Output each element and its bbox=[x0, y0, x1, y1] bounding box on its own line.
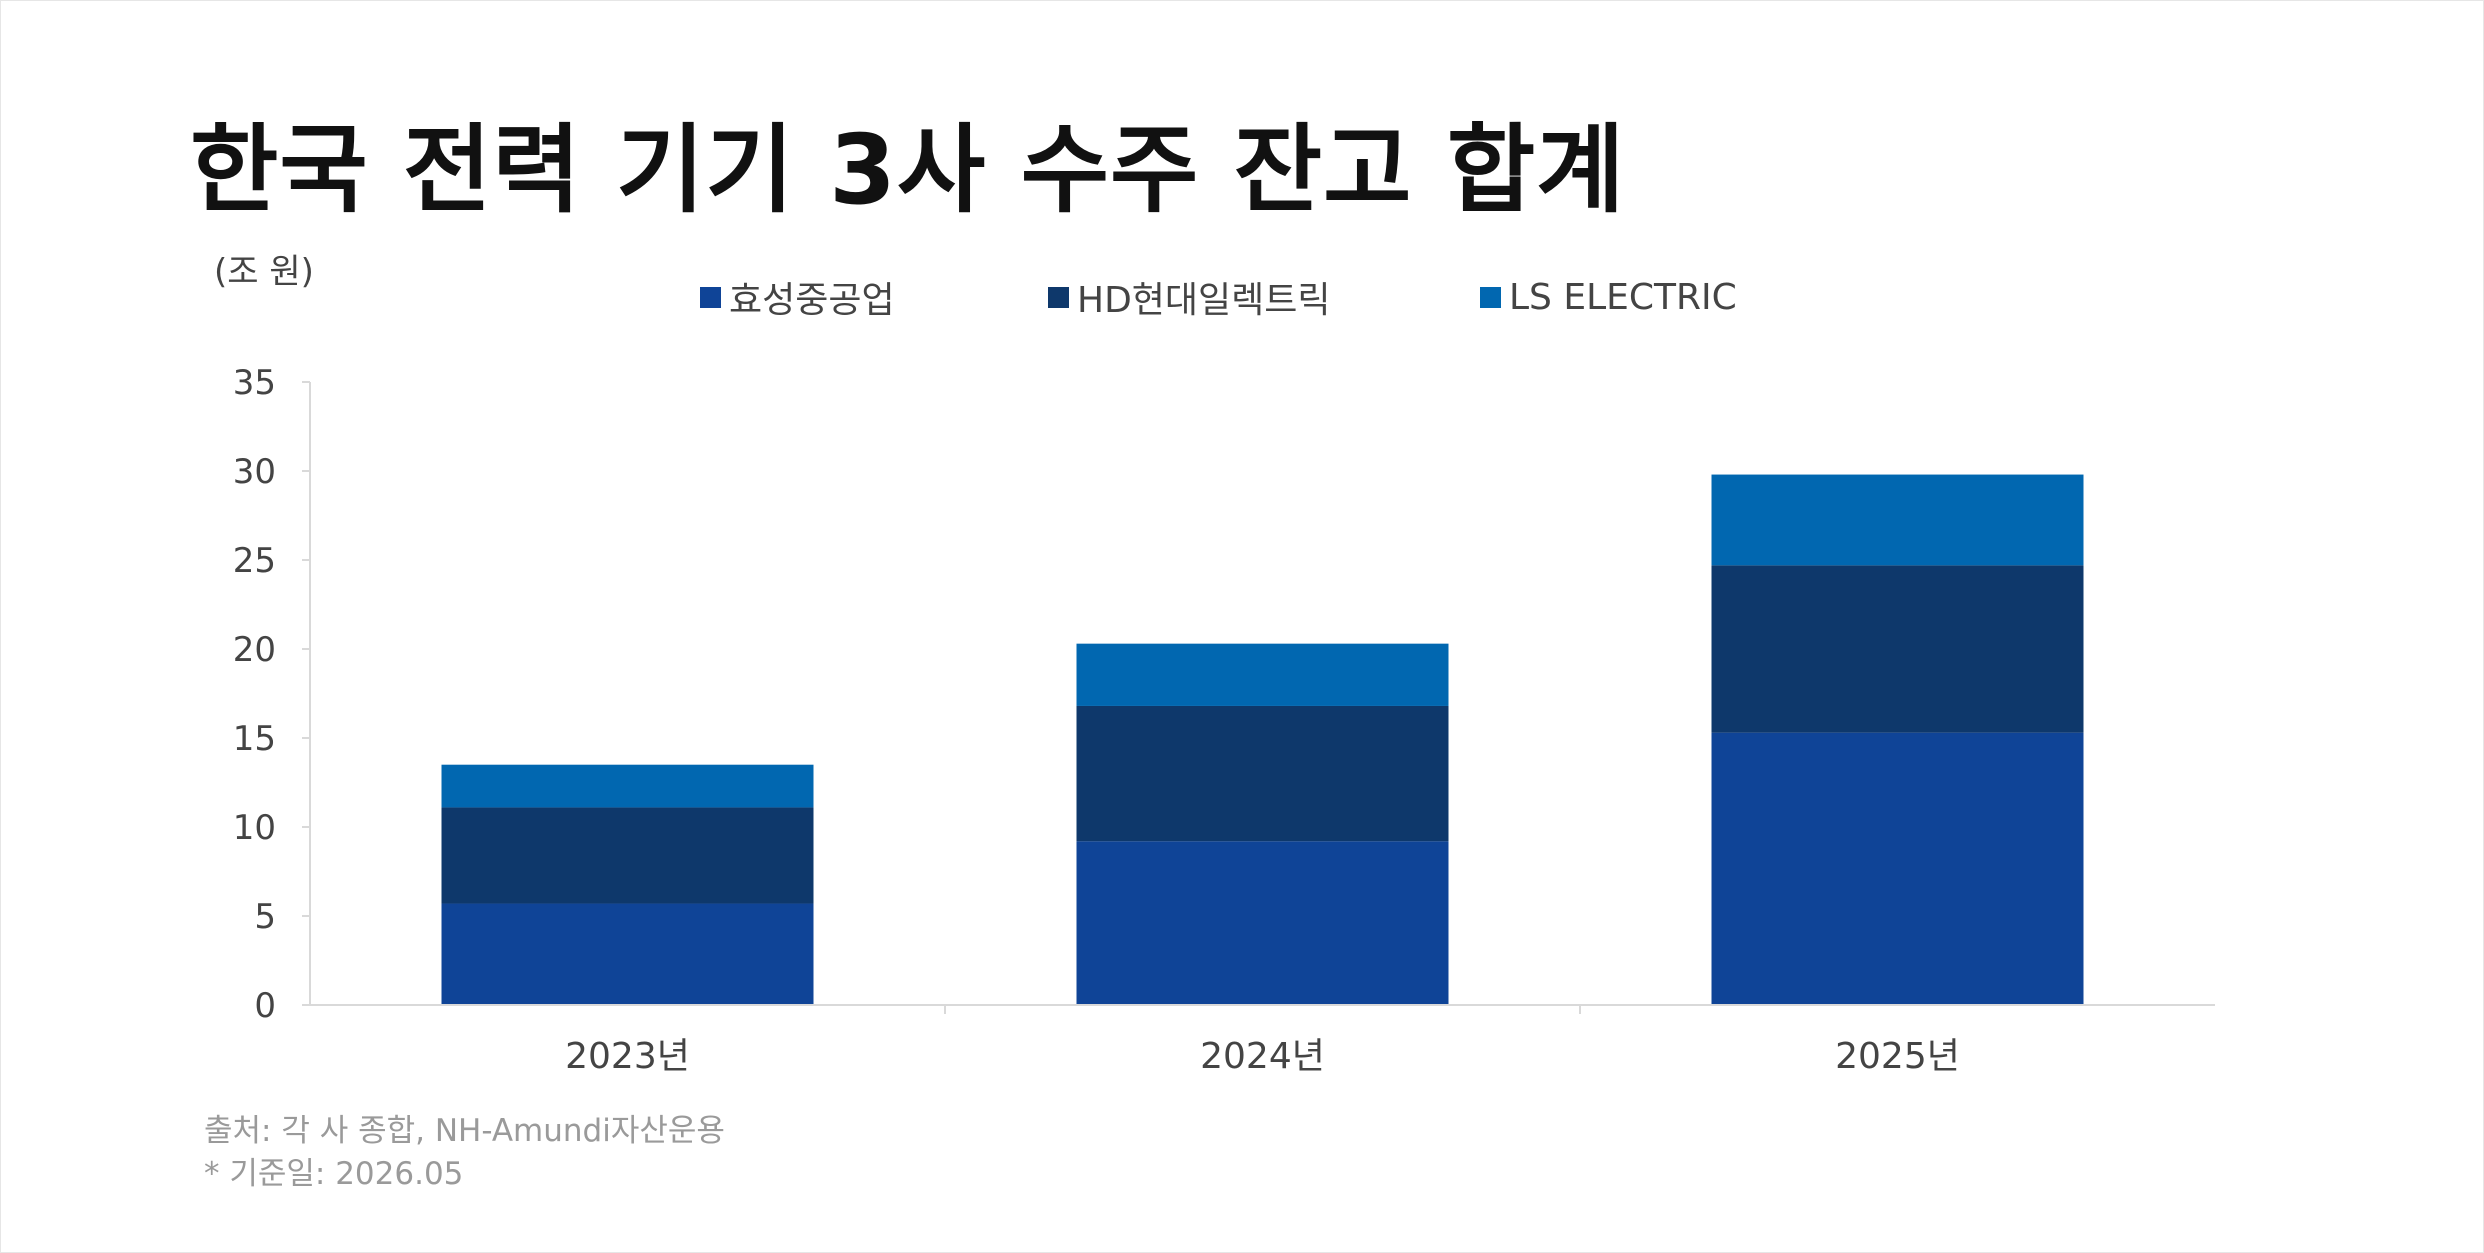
legend-swatch-hd-hyundai bbox=[1048, 286, 1069, 308]
bar-hyosung-2 bbox=[1076, 841, 1449, 1005]
legend-item-ls-electric: LS ELECTRIC bbox=[1480, 275, 1737, 319]
bar-ls-electric-3 bbox=[1711, 474, 2084, 566]
bar-ls-electric-1 bbox=[441, 764, 814, 808]
y-unit-label: (조 원) bbox=[214, 252, 314, 292]
y-tick-label-20: 20 bbox=[233, 630, 276, 670]
legend-item-hd-hyundai: HD현대일렉트릭 bbox=[1048, 275, 1331, 321]
date-note: * 기준일: 2026.05 bbox=[204, 1156, 464, 1192]
chart-title: 한국 전력 기기 3사 수주 잔고 합계 bbox=[190, 114, 1626, 226]
y-tick-label-5: 5 bbox=[254, 897, 276, 937]
y-tick-label-15: 15 bbox=[233, 719, 276, 759]
y-tick-label-25: 25 bbox=[233, 541, 276, 581]
legend-label-hd-hyundai: HD현대일렉트릭 bbox=[1077, 280, 1331, 321]
legend-label-hyosung: 효성중공업 bbox=[729, 280, 895, 321]
bars-group bbox=[441, 474, 2084, 1005]
x-tick-label-3: 2025년 bbox=[1835, 1036, 1960, 1077]
legend-swatch-ls-electric bbox=[1480, 286, 1501, 308]
legend-item-hyosung: 효성중공업 bbox=[700, 275, 895, 321]
x-ticks-group: 2023년 2024년 2025년 bbox=[565, 1005, 1960, 1077]
y-tick-label-30: 30 bbox=[233, 452, 276, 492]
x-tick-label-1: 2023년 bbox=[565, 1036, 690, 1077]
legend-label-ls-electric: LS ELECTRIC bbox=[1509, 276, 1737, 318]
bar-ls-electric-2 bbox=[1076, 643, 1449, 706]
y-ticks-group: 0 5 10 15 20 25 30 35 bbox=[233, 363, 310, 1026]
y-tick-label-10: 10 bbox=[233, 808, 276, 848]
x-tick-label-2: 2024년 bbox=[1200, 1036, 1325, 1077]
bar-hyosung-3 bbox=[1711, 732, 2084, 1005]
legend-swatch-hyosung bbox=[700, 286, 721, 308]
bar-hd-hyundai-1 bbox=[441, 807, 814, 904]
bar-hyosung-1 bbox=[441, 903, 814, 1005]
source-note: 출처: 각 사 종합, NH-Amundi자산운용 bbox=[204, 1113, 725, 1149]
bar-hd-hyundai-2 bbox=[1076, 705, 1449, 842]
y-tick-label-0: 0 bbox=[254, 986, 276, 1026]
y-tick-label-35: 35 bbox=[233, 363, 276, 403]
bar-hd-hyundai-3 bbox=[1711, 565, 2084, 733]
